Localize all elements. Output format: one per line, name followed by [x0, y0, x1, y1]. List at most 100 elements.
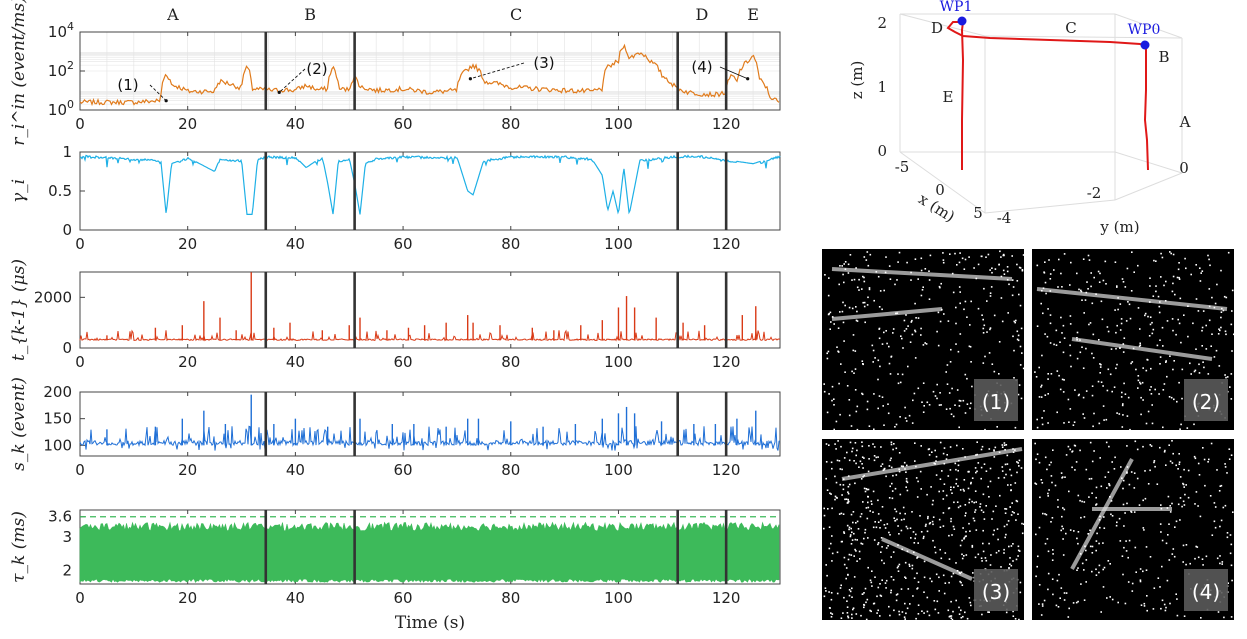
- event-dot: [852, 521, 854, 524]
- event-dot: [1014, 482, 1017, 484]
- event-dot: [1123, 546, 1125, 549]
- event-dot: [1178, 322, 1181, 325]
- event-dot: [1085, 559, 1088, 561]
- axes-box: [79, 151, 781, 231]
- event-dot: [1159, 586, 1161, 588]
- event-dot: [950, 575, 953, 578]
- event-dot: [942, 525, 945, 527]
- edge-stroke: [1070, 458, 1134, 570]
- event-dot: [971, 500, 973, 503]
- x-tick-label: 100: [604, 353, 633, 371]
- event-dot: [1160, 252, 1162, 255]
- event-dot: [856, 320, 859, 322]
- event-dot: [1002, 254, 1005, 257]
- event-dot: [999, 494, 1001, 497]
- event-dot: [899, 512, 901, 515]
- segment-label: A: [166, 5, 179, 24]
- event-dot: [960, 571, 963, 573]
- event-dot: [917, 278, 919, 280]
- x-tick-label: 20: [178, 589, 197, 607]
- event-dot: [1016, 500, 1019, 503]
- event-dot: [1106, 326, 1109, 328]
- event-dot: [889, 485, 891, 488]
- event-dot: [958, 261, 961, 264]
- event-dot: [904, 512, 906, 515]
- event-dot: [844, 261, 847, 263]
- y-tick-label: 3: [62, 528, 72, 546]
- event-dot: [1157, 295, 1160, 298]
- event-dot: [831, 507, 833, 510]
- event-dot: [1098, 281, 1101, 283]
- event-dot: [905, 314, 907, 316]
- event-dot: [1169, 505, 1171, 507]
- event-dot: [931, 580, 933, 583]
- event-dot: [1169, 511, 1172, 513]
- event-dot: [1077, 542, 1079, 545]
- event-dot: [1229, 552, 1232, 555]
- event-dot: [1128, 539, 1131, 542]
- event-dot: [988, 448, 991, 450]
- event-dot: [1198, 474, 1201, 476]
- event-dot: [1177, 503, 1180, 506]
- event-dot: [1079, 339, 1081, 341]
- event-dot: [831, 399, 833, 402]
- event-dot: [1187, 335, 1189, 338]
- event-dot: [936, 397, 938, 400]
- event-dot: [1105, 418, 1108, 421]
- event-dot: [1161, 326, 1164, 329]
- event-dot: [1036, 565, 1038, 568]
- event-dot: [971, 544, 974, 547]
- event-dot: [1179, 497, 1182, 499]
- event-dot: [1017, 462, 1019, 464]
- event-dot: [872, 349, 875, 352]
- event-dot: [911, 511, 913, 513]
- event-dot: [1128, 303, 1131, 306]
- event-dot: [956, 264, 958, 266]
- event-dot: [982, 511, 985, 513]
- event-dot: [890, 576, 893, 578]
- event-dot: [864, 528, 867, 531]
- series-line-rate: [79, 43, 780, 107]
- event-dot: [1121, 404, 1124, 407]
- event-dot: [1069, 529, 1072, 531]
- event-dot: [1207, 461, 1209, 463]
- event-dot: [826, 357, 829, 360]
- event-dot: [941, 308, 943, 311]
- event-dot: [884, 527, 887, 529]
- event-dot: [964, 514, 966, 517]
- event-dot: [1129, 317, 1132, 320]
- event-dot: [1047, 422, 1049, 424]
- event-dot: [895, 312, 897, 315]
- event-dot: [923, 535, 925, 538]
- event-dot: [940, 282, 942, 285]
- event-dot: [1017, 545, 1020, 548]
- event-dot: [1045, 292, 1047, 295]
- event-dot: [853, 576, 856, 578]
- event-dot: [867, 470, 870, 473]
- event-dot: [989, 269, 991, 271]
- event-dot: [1091, 302, 1094, 305]
- event-dot: [1149, 285, 1151, 287]
- event-dot: [964, 300, 967, 303]
- event-dot: [1160, 276, 1162, 278]
- event-dot: [911, 319, 913, 322]
- event-dot: [1055, 604, 1058, 607]
- event-dot: [847, 485, 850, 488]
- event-dot: [1013, 349, 1015, 352]
- event-dot: [828, 444, 830, 446]
- x-tick-label: 40: [286, 115, 305, 133]
- event-dot: [943, 462, 946, 465]
- event-dot: [950, 615, 953, 617]
- event-dot: [895, 423, 898, 426]
- event-dot: [977, 553, 980, 556]
- event-dot: [1001, 466, 1004, 468]
- event-dot: [1204, 484, 1206, 487]
- event-dot: [851, 307, 854, 310]
- event-dot: [868, 445, 870, 447]
- event-dot: [1013, 512, 1015, 514]
- y-axis-label: τ_k (ms): [9, 511, 29, 583]
- event-dot: [1017, 555, 1019, 557]
- event-dot: [864, 490, 867, 493]
- event-dot: [986, 300, 988, 302]
